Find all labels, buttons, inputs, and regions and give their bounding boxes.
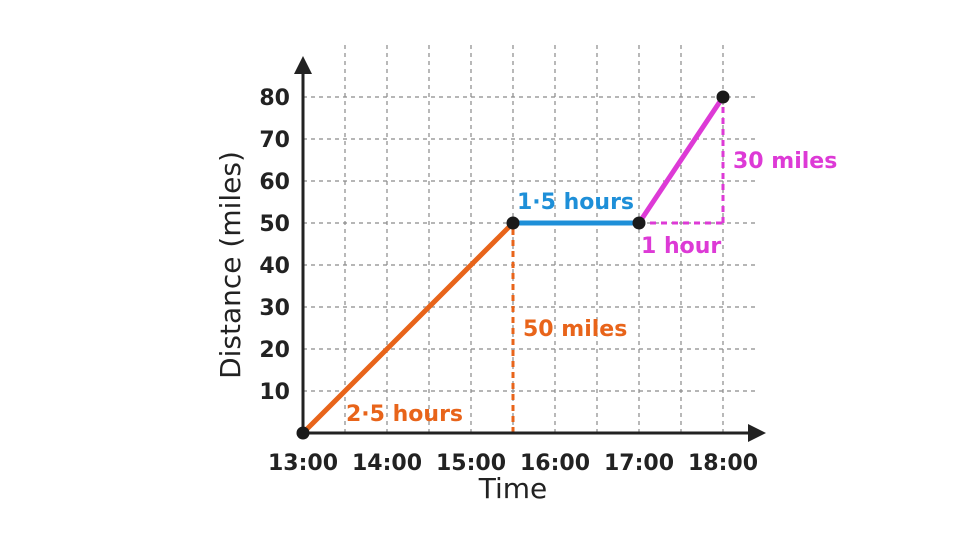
annotations: 2·5 hours 50 miles 1·5 hours 1 hour 30 miles — [346, 149, 837, 427]
data-point — [506, 216, 520, 230]
series-lines — [300, 94, 726, 436]
y-tick-label: 40 — [259, 254, 290, 279]
annotation-label: 1·5 hours — [517, 190, 634, 215]
y-tick-label: 30 — [259, 296, 290, 321]
x-tick-label: 16:00 — [520, 451, 590, 476]
annotation-label: 1 hour — [641, 234, 721, 259]
x-axis-arrow-icon — [748, 424, 766, 442]
data-point — [296, 426, 310, 440]
x-tick-label: 18:00 — [688, 451, 758, 476]
y-tick-label: 10 — [259, 380, 290, 405]
data-point — [716, 90, 730, 104]
tick-labels: 13:00 14:00 15:00 16:00 17:00 18:00 10 20 30 40 50… — [259, 86, 758, 476]
series-line — [636, 94, 726, 226]
annotation-label: 30 miles — [733, 149, 837, 174]
y-tick-label: 20 — [259, 338, 290, 363]
data-point — [632, 216, 646, 230]
x-tick-label: 13:00 — [268, 451, 338, 476]
data-points — [296, 90, 730, 440]
grid — [303, 45, 757, 433]
x-tick-label: 17:00 — [604, 451, 674, 476]
y-tick-label: 70 — [259, 128, 290, 153]
y-axis-arrow-icon — [294, 56, 312, 74]
x-tick-label: 15:00 — [436, 451, 506, 476]
y-tick-label: 60 — [259, 170, 290, 195]
y-tick-label: 80 — [259, 86, 290, 111]
y-axis-label: Distance (miles) — [214, 151, 247, 379]
series-line — [300, 220, 516, 436]
annotation-label: 2·5 hours — [346, 402, 463, 427]
x-tick-label: 14:00 — [352, 451, 422, 476]
axes — [294, 56, 766, 442]
annotation-label: 50 miles — [523, 317, 627, 342]
y-tick-label: 50 — [259, 212, 290, 237]
x-axis-label: Time — [478, 472, 548, 505]
